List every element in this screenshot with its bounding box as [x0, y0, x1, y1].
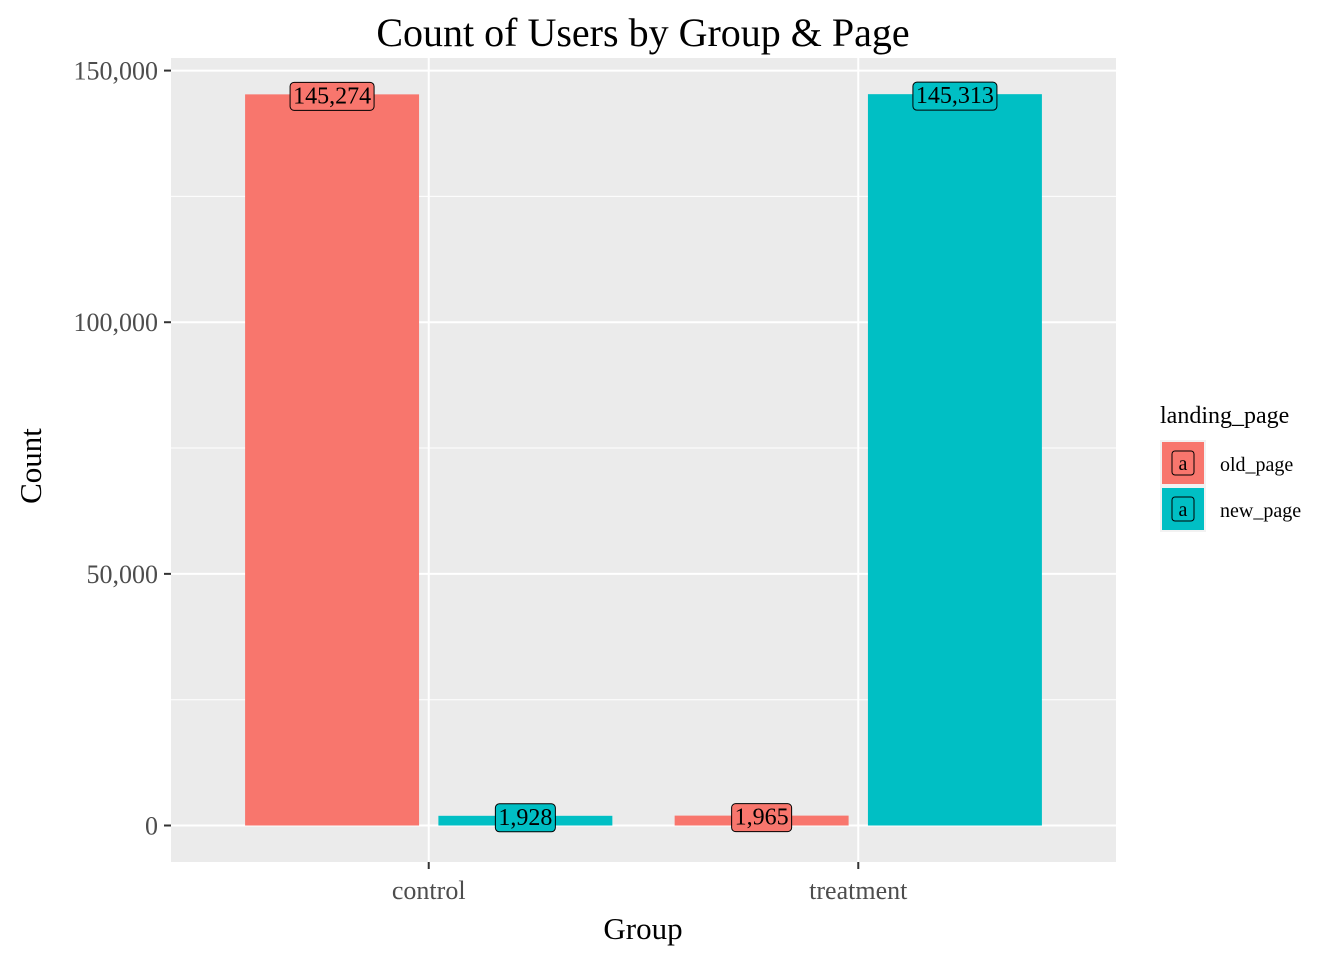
y-tick-label: 100,000 — [74, 308, 159, 337]
legend-key-glyph: a — [1179, 499, 1188, 521]
bar-label-text: 145,274 — [293, 83, 371, 109]
bar-value-label: 145,274 — [289, 81, 375, 111]
y-tick-label: 150,000 — [74, 57, 159, 86]
y-axis-title: Count — [13, 428, 48, 504]
y-axis: 0 50,000 100,000 150,000 — [74, 57, 171, 841]
legend-key-glyph: a — [1179, 453, 1188, 475]
legend-key-label-box — [1171, 496, 1195, 522]
legend-item-old_page: a old_page — [1160, 440, 1293, 486]
bar-label-box — [912, 81, 998, 111]
bar-value-label: 1,928 — [494, 803, 556, 833]
y-tick-label: 0 — [145, 812, 158, 841]
bars — [245, 94, 1042, 826]
legend-label: new_page — [1220, 500, 1301, 522]
legend-title: landing_page — [1160, 403, 1289, 429]
x-tick-label-treatment: treatment — [809, 876, 908, 905]
y-tick-label: 50,000 — [87, 560, 159, 589]
bar-label-box — [494, 803, 556, 833]
bar-value-label: 145,313 — [912, 81, 998, 111]
x-axis-title: Group — [603, 911, 682, 946]
bar-label-text: 1,965 — [735, 805, 789, 831]
bar-value-labels: 145,274 1,928 1,965 145,313 — [289, 81, 998, 833]
bar-label-text: 1,928 — [498, 805, 552, 831]
legend-key-swatch — [1162, 488, 1204, 530]
x-tick-label-control: control — [392, 876, 466, 905]
legend-item-new_page: a new_page — [1160, 486, 1301, 532]
bar-label-box — [731, 803, 793, 833]
legend-label: old_page — [1220, 454, 1293, 476]
bar-new_page-treatment — [867, 94, 1042, 826]
legend-key-label-box — [1171, 450, 1195, 476]
bar-label-text: 145,313 — [916, 83, 994, 109]
legend-key-swatch — [1162, 442, 1204, 484]
bar-value-label: 1,965 — [731, 803, 793, 833]
bar-old_page-control — [245, 94, 420, 826]
x-axis: control treatment — [392, 862, 908, 905]
chart-title: Count of Users by Group & Page — [376, 10, 909, 55]
bar-label-box — [289, 81, 375, 111]
